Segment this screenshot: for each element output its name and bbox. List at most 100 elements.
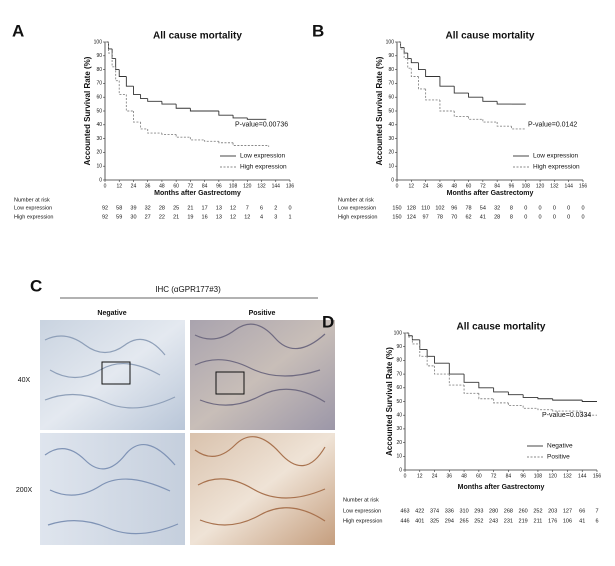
risk-count: 78 (437, 214, 443, 220)
risk-count: 110 (421, 205, 430, 211)
risk-count: 0 (581, 214, 584, 220)
x-tick-label: 84 (202, 183, 208, 189)
micrograph (40, 320, 185, 430)
survival-step (468, 93, 483, 98)
risk-count: 12 (230, 205, 236, 211)
x-tick-label: 156 (593, 473, 602, 479)
risk-count: 0 (553, 214, 556, 220)
risk-count: 128 (407, 205, 416, 211)
risk-count: 3 (274, 214, 277, 220)
x-tick-label: 48 (159, 183, 165, 189)
risk-count: 150 (392, 214, 401, 220)
survival-step (118, 80, 127, 95)
survival-step (133, 86, 141, 95)
x-tick-label: 12 (116, 183, 122, 189)
survival-step (453, 86, 469, 94)
y-tick-label: 70 (96, 81, 102, 87)
risk-count: 0 (539, 214, 542, 220)
survival-step (552, 398, 583, 401)
y-tick-label: 40 (388, 122, 394, 128)
annotation: P-value=0.0334 (542, 412, 591, 419)
survival-step (204, 139, 219, 142)
risk-count: 219 (519, 518, 528, 524)
survival-step (111, 53, 116, 68)
survival-step (478, 382, 494, 389)
x-tick-label: 72 (491, 473, 497, 479)
risk-count: 13 (216, 205, 222, 211)
y-tick-label: 90 (396, 344, 402, 350)
risk-table-title: Number at risk (338, 197, 374, 203)
x-tick-label: 120 (243, 183, 252, 189)
survival-step (125, 76, 134, 87)
micrograph (190, 320, 335, 430)
survival-step (434, 356, 450, 364)
survival-step (418, 76, 426, 90)
risk-count: 252 (533, 508, 542, 514)
survival-step (419, 339, 428, 350)
zoom-box (215, 371, 245, 395)
risk-count: 2 (274, 205, 277, 211)
survival-step (232, 115, 248, 119)
risk-count: 231 (504, 518, 513, 524)
x-tick-label: 120 (536, 183, 545, 189)
survival-step (439, 99, 455, 112)
survival-step (493, 387, 509, 393)
risk-count: 374 (430, 508, 439, 514)
survival-step (218, 141, 234, 144)
ihc-title: IHC (αGPR177#3) (155, 285, 221, 294)
risk-count: 0 (567, 214, 570, 220)
survival-step (507, 402, 524, 407)
risk-count: 13 (216, 214, 222, 220)
risk-count: 280 (489, 508, 498, 514)
x-tick-label: 36 (437, 183, 443, 189)
column-label: Negative (97, 310, 126, 317)
risk-count: 102 (435, 205, 444, 211)
survival-step (246, 117, 267, 120)
y-tick-label: 80 (96, 67, 102, 73)
y-tick-label: 20 (96, 150, 102, 156)
y-tick-label: 10 (396, 454, 402, 460)
survival-step (408, 333, 413, 338)
risk-count: 260 (519, 508, 528, 514)
survival-step (434, 365, 450, 375)
survival-step (218, 111, 234, 116)
survival-step (439, 76, 455, 87)
risk-count: 19 (187, 214, 193, 220)
x-tick-label: 0 (404, 473, 407, 479)
risk-count: 41 (579, 518, 585, 524)
survival-step (482, 119, 498, 123)
risk-count: 32 (145, 205, 151, 211)
y-tick-label: 60 (388, 95, 394, 101)
x-tick-label: 132 (563, 473, 572, 479)
survival-step (400, 42, 405, 48)
risk-row-label: High expression (343, 518, 382, 524)
y-tick-label: 60 (96, 95, 102, 101)
survival-step (496, 122, 512, 127)
annotation: P-value=0.00736 (235, 122, 288, 129)
y-tick-label: 0 (99, 177, 102, 183)
survival-step (403, 48, 408, 60)
risk-row-label: Low expression (338, 205, 376, 211)
y-tick-label: 90 (96, 53, 102, 59)
survival-step (522, 394, 538, 398)
y-tick-label: 50 (388, 108, 394, 114)
x-tick-label: 108 (522, 183, 531, 189)
risk-count: 0 (524, 205, 527, 211)
y-tick-label: 60 (396, 385, 402, 391)
risk-count: 17 (202, 205, 208, 211)
risk-table-title: Number at risk (14, 197, 50, 203)
panel-label: D (322, 312, 334, 331)
risk-count: 27 (145, 214, 151, 220)
panel-label: C (30, 276, 42, 295)
y-tick-label: 80 (396, 358, 402, 364)
x-tick-label: 84 (506, 473, 512, 479)
y-tick-label: 10 (388, 164, 394, 170)
micrograph (40, 433, 185, 545)
x-tick-label: 120 (549, 473, 558, 479)
survival-step (426, 349, 435, 357)
survival-step (189, 108, 219, 112)
legend-label: Positive (547, 454, 570, 461)
x-tick-label: 48 (461, 473, 467, 479)
